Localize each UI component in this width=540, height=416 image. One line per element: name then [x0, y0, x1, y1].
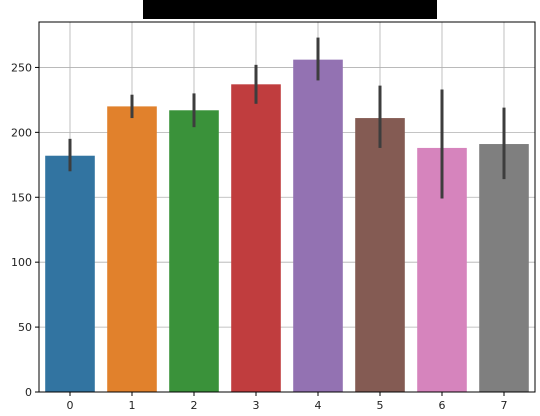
y-tick-label: 100 — [11, 256, 32, 269]
axis-layer: 0 50 100 150 200 250 0 1 2 3 4 5 6 7 — [11, 61, 508, 412]
bar-0 — [45, 155, 95, 392]
y-tick-label: 200 — [11, 126, 32, 139]
bar-5 — [355, 118, 405, 392]
bar-2 — [169, 110, 219, 392]
y-tick-label: 250 — [11, 61, 32, 74]
x-tick-label: 2 — [191, 399, 198, 412]
plot-frame — [38, 21, 536, 393]
x-tick-label: 1 — [129, 399, 136, 412]
bar-3 — [231, 84, 281, 392]
bar-7 — [479, 144, 529, 392]
x-tick-label: 3 — [253, 399, 260, 412]
bar-4 — [293, 59, 343, 393]
x-tick-label: 4 — [315, 399, 322, 412]
x-tick-label: 5 — [377, 399, 384, 412]
bar-1 — [107, 106, 157, 393]
x-tick-label: 7 — [501, 399, 508, 412]
title-redaction-block — [143, 0, 437, 19]
x-tick-label: 0 — [67, 399, 74, 412]
error-layer — [68, 37, 506, 199]
y-tick-label: 150 — [11, 191, 32, 204]
y-tick-label: 0 — [25, 386, 32, 399]
bar-layer — [45, 59, 529, 393]
x-tick-label: 6 — [439, 399, 446, 412]
y-tick-label: 50 — [18, 321, 32, 334]
